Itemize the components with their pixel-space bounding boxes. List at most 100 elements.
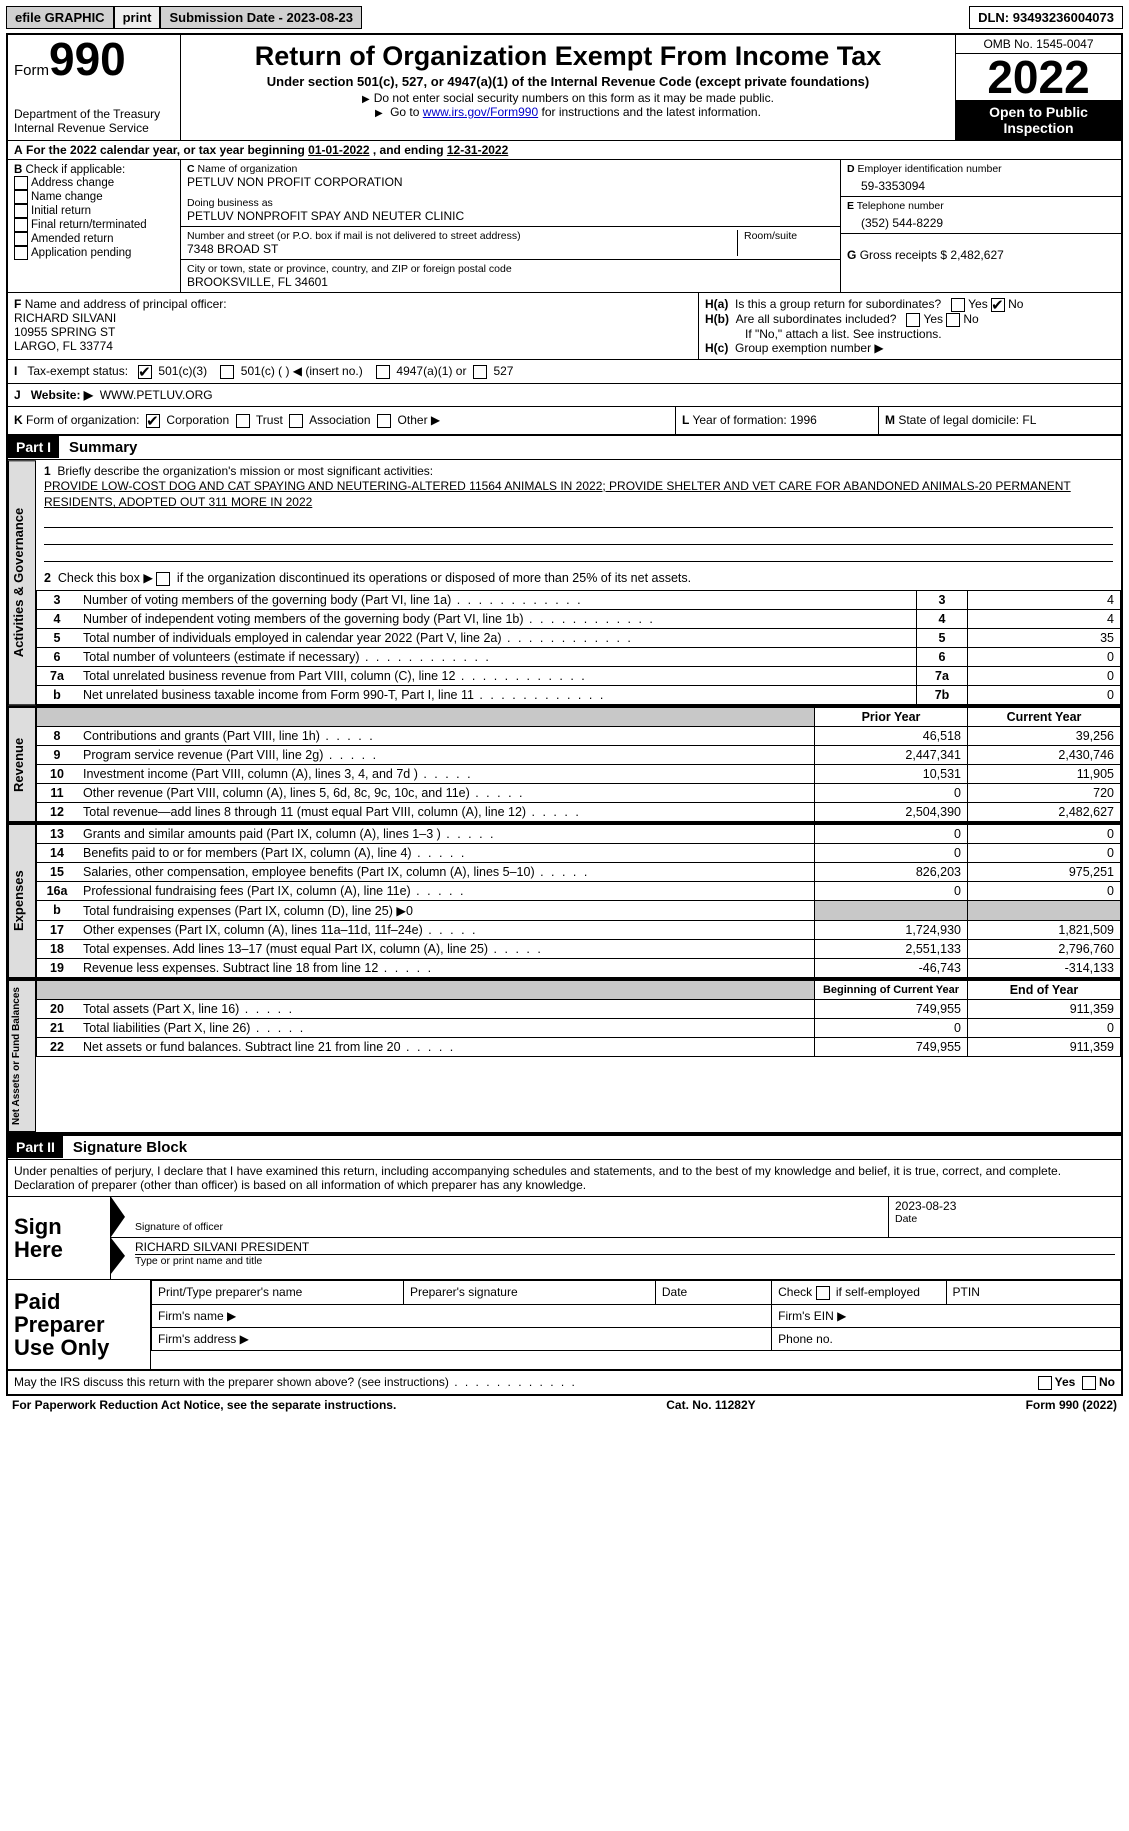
k-corp: Corporation bbox=[166, 413, 229, 427]
header-right: OMB No. 1545-0047 2022 Open to Public In… bbox=[956, 35, 1121, 140]
firm-addr-label: Firm's address ▶ bbox=[152, 1327, 772, 1350]
checkbox-self-employed[interactable] bbox=[816, 1286, 830, 1300]
checkbox-amended[interactable] bbox=[14, 232, 28, 246]
c-dba: PETLUV NONPROFIT SPAY AND NEUTER CLINIC bbox=[187, 209, 834, 223]
checkbox-pending[interactable] bbox=[14, 246, 28, 260]
prep-sig-label: Preparer's signature bbox=[403, 1281, 655, 1305]
ptin-label: PTIN bbox=[946, 1281, 1120, 1305]
dln-value: 93493236004073 bbox=[1013, 10, 1114, 25]
checkbox-501c3[interactable] bbox=[138, 365, 152, 379]
head-beg: Beginning of Current Year bbox=[815, 980, 968, 999]
checkbox-other[interactable] bbox=[377, 414, 391, 428]
table-row: 12Total revenue—add lines 8 through 11 (… bbox=[37, 802, 1121, 821]
opt-amended: Amended return bbox=[31, 233, 113, 245]
mission-uline1 bbox=[44, 513, 1113, 528]
checkbox-discuss-no[interactable] bbox=[1082, 1376, 1096, 1390]
part1-header: Part I bbox=[8, 436, 59, 458]
i-c: 501(c) ( ) ◀ (insert no.) bbox=[241, 364, 363, 378]
k-trust: Trust bbox=[256, 413, 283, 427]
block-bcd: B Check if applicable: Address change Na… bbox=[8, 160, 1121, 293]
checkbox-name-change[interactable] bbox=[14, 190, 28, 204]
section-activities: Activities & Governance 1 Briefly descri… bbox=[8, 460, 1121, 707]
c-dba-label: Doing business as bbox=[187, 197, 834, 209]
table-row: 3Number of voting members of the governi… bbox=[37, 590, 1121, 609]
checkbox-assoc[interactable] bbox=[289, 414, 303, 428]
dln-box: DLN: 93493236004073 bbox=[969, 6, 1123, 29]
opt-initial: Initial return bbox=[31, 205, 91, 217]
irs-link[interactable]: www.irs.gov/Form990 bbox=[423, 105, 538, 119]
row-a-calendar: A For the 2022 calendar year, or tax yea… bbox=[8, 141, 1121, 160]
checkbox-final[interactable] bbox=[14, 218, 28, 232]
checkbox-ha-no[interactable] bbox=[991, 298, 1005, 312]
table-row: 10Investment income (Part VIII, column (… bbox=[37, 764, 1121, 783]
cat-no: Cat. No. 11282Y bbox=[666, 1398, 755, 1412]
table-row: 18Total expenses. Add lines 13–17 (must … bbox=[37, 939, 1121, 958]
opt-address: Address change bbox=[31, 177, 114, 189]
i-label: Tax-exempt status: bbox=[27, 364, 128, 378]
checkbox-hb-no[interactable] bbox=[946, 313, 960, 327]
sign-here-row: Sign Here Signature of officer 2023-08-2… bbox=[8, 1196, 1121, 1280]
type-name-label: Type or print name and title bbox=[135, 1254, 1115, 1267]
cell-city: City or town, state or province, country… bbox=[181, 260, 840, 292]
f-label: Name and address of principal officer: bbox=[25, 297, 227, 311]
col-m: M State of legal domicile: FL bbox=[879, 407, 1121, 434]
checkbox-501c[interactable] bbox=[220, 365, 234, 379]
cell-ein: D Employer identification number 59-3353… bbox=[841, 160, 1121, 197]
checkbox-discuss-yes[interactable] bbox=[1038, 1376, 1052, 1390]
i-4947: 4947(a)(1) or bbox=[396, 364, 466, 378]
form-990-page: efile GRAPHIC print Submission Date - 20… bbox=[0, 0, 1129, 1420]
table-row: 4Number of independent voting members of… bbox=[37, 609, 1121, 628]
checkbox-ha-yes[interactable] bbox=[951, 298, 965, 312]
prep-date-label: Date bbox=[655, 1281, 771, 1305]
row-fh: F Name and address of principal officer:… bbox=[8, 293, 1121, 360]
hb-note: If "No," attach a list. See instructions… bbox=[705, 327, 1115, 341]
d-label: Employer identification number bbox=[858, 163, 1002, 175]
table-row: 21Total liabilities (Part X, line 26)00 bbox=[37, 1018, 1121, 1037]
note-ssn: Do not enter social security numbers on … bbox=[187, 91, 949, 105]
ha-label: Is this a group return for subordinates? bbox=[735, 297, 941, 311]
g-value: 2,482,627 bbox=[950, 248, 1003, 262]
mission-label: Briefly describe the organization's miss… bbox=[57, 464, 433, 478]
section-revenue: Revenue Prior Year Current Year 8Contrib… bbox=[8, 707, 1121, 824]
dept-treasury: Department of the Treasury bbox=[14, 107, 174, 121]
paid-preparer-label: Paid Preparer Use Only bbox=[8, 1280, 151, 1369]
penalty-text: Under penalties of perjury, I declare th… bbox=[8, 1160, 1121, 1196]
f-city: LARGO, FL 33774 bbox=[14, 339, 113, 353]
rev-body: Prior Year Current Year 8Contributions a… bbox=[36, 707, 1121, 822]
vtab-activities: Activities & Governance bbox=[8, 460, 36, 705]
head-end: End of Year bbox=[968, 980, 1121, 999]
mission-uline3 bbox=[44, 547, 1113, 562]
row-klm: K Form of organization: Corporation Trus… bbox=[8, 407, 1121, 436]
j-label: Website: ▶ bbox=[31, 388, 93, 402]
checkbox-initial[interactable] bbox=[14, 204, 28, 218]
cell-phone: E Telephone number (352) 544-8229 bbox=[841, 197, 1121, 234]
sig-date-label: Date bbox=[895, 1213, 1115, 1225]
d-value: 59-3353094 bbox=[847, 175, 1115, 193]
print-button[interactable]: print bbox=[114, 6, 161, 29]
sig-officer-field: Signature of officer bbox=[129, 1197, 888, 1237]
checkbox-trust[interactable] bbox=[236, 414, 250, 428]
form-num: 990 bbox=[49, 33, 126, 85]
checkbox-corp[interactable] bbox=[146, 414, 160, 428]
firm-name-label: Firm's name ▶ bbox=[152, 1304, 772, 1327]
paperwork-text: For Paperwork Reduction Act Notice, see … bbox=[12, 1398, 396, 1412]
c-room-label: Room/suite bbox=[744, 230, 834, 242]
line-1: 1 Briefly describe the organization's mi… bbox=[36, 460, 1121, 567]
hb-label: Are all subordinates included? bbox=[736, 312, 897, 326]
m-value: FL bbox=[1022, 413, 1036, 427]
form-title: Return of Organization Exempt From Incom… bbox=[187, 41, 949, 72]
checkbox-discontinued[interactable] bbox=[156, 572, 170, 586]
net-header: Beginning of Current Year End of Year bbox=[37, 980, 1121, 999]
e-value: (352) 544-8229 bbox=[847, 212, 1115, 230]
vtab-netassets: Net Assets or Fund Balances bbox=[8, 980, 36, 1132]
checkbox-hb-yes[interactable] bbox=[906, 313, 920, 327]
line-2: 2 Check this box ▶ if the organization d… bbox=[36, 566, 1121, 590]
subdate-label: Submission Date - bbox=[169, 10, 286, 25]
checkbox-4947[interactable] bbox=[376, 365, 390, 379]
table-row: 19Revenue less expenses. Subtract line 1… bbox=[37, 958, 1121, 977]
form-number: Form990 bbox=[14, 39, 174, 79]
checkbox-527[interactable] bbox=[473, 365, 487, 379]
table-row: 11Other revenue (Part VIII, column (A), … bbox=[37, 783, 1121, 802]
checkbox-address-change[interactable] bbox=[14, 176, 28, 190]
goto-post: for instructions and the latest informat… bbox=[538, 105, 761, 119]
